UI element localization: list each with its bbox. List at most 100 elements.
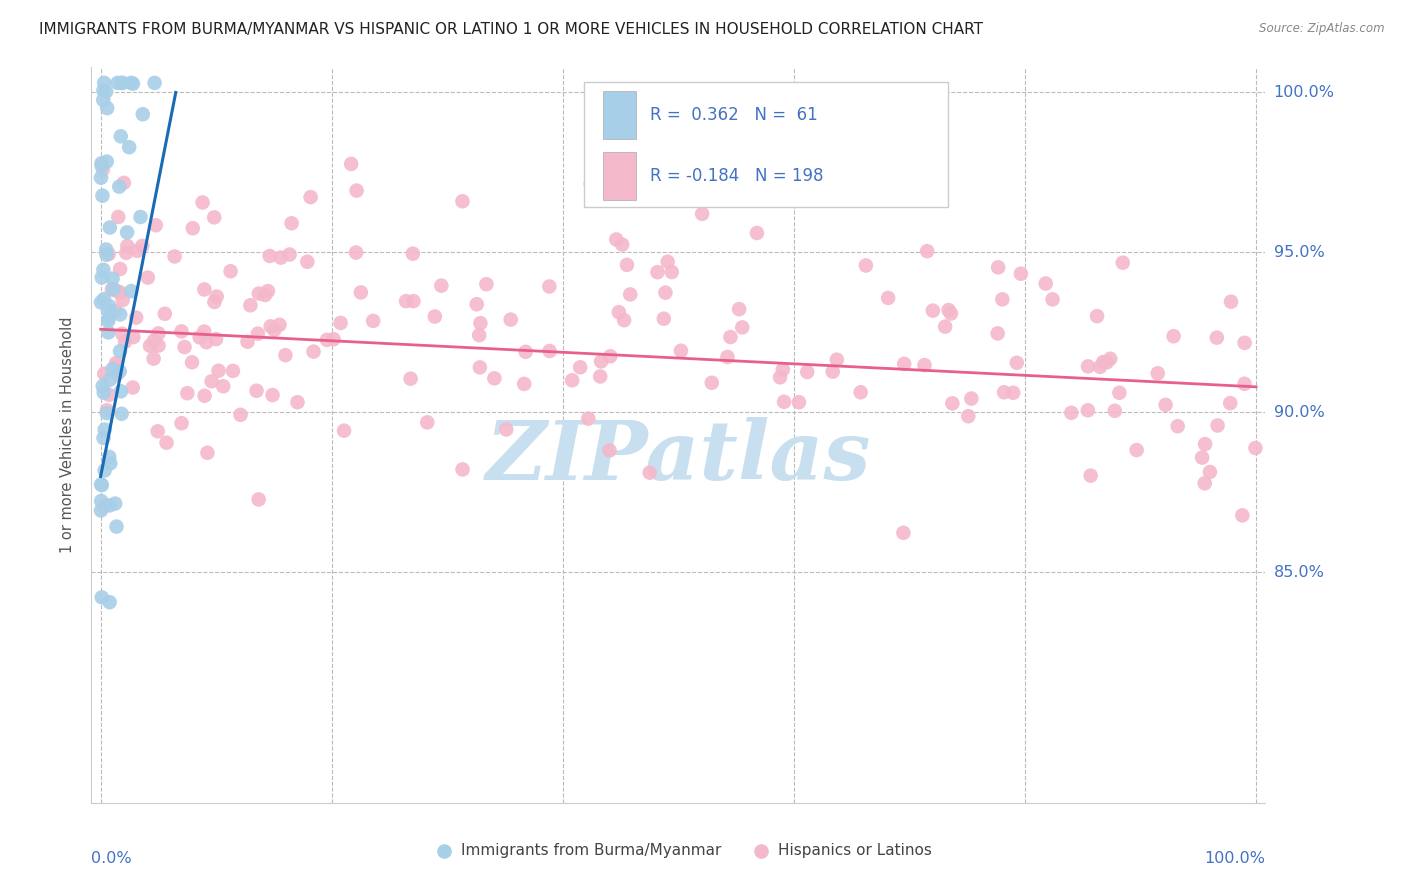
Point [849,385,872,400]
Point [101,282,124,296]
Point [395,294,418,309]
Point [430,278,453,293]
Y-axis label: 1 or more Vehicles in Household: 1 or more Vehicles in Household [60,317,76,553]
Point [127,244,149,258]
Point [772,362,794,376]
Point [484,371,506,385]
Point [148,338,170,352]
Point [270,251,292,265]
Text: 100.0%: 100.0% [1274,85,1334,100]
Point [619,287,641,301]
Point [115,226,138,240]
Text: 100.0%: 100.0% [1205,851,1265,865]
Point [108,344,131,359]
Point [90,270,112,285]
Point [299,190,322,204]
Text: 85.0%: 85.0% [1274,565,1324,580]
Point [451,194,474,209]
Point [90,478,112,492]
Point [475,277,498,292]
Point [302,344,325,359]
Point [111,76,134,90]
Point [90,477,112,491]
Point [561,373,583,387]
Point [796,365,818,379]
Point [1205,331,1227,345]
Point [93,367,115,381]
Point [107,210,129,224]
Point [143,334,166,348]
Point [212,379,235,393]
Point [108,179,131,194]
Point [1010,267,1032,281]
Point [745,226,768,240]
Point [188,330,211,344]
Point [921,303,943,318]
Point [111,293,134,307]
Point [1163,329,1185,343]
Point [173,340,195,354]
Text: 95.0%: 95.0% [1274,245,1324,260]
Point [114,334,136,349]
Point [661,265,683,279]
Point [93,385,115,400]
Point [117,239,139,253]
Point [236,334,259,349]
Point [108,364,131,378]
Point [110,384,132,399]
Point [316,333,339,347]
Point [254,288,277,302]
Point [91,188,114,202]
Point [610,237,633,252]
Point [131,239,153,253]
Point [350,285,373,300]
Point [219,264,242,278]
Point [1108,385,1130,400]
Point [91,379,114,393]
Point [1232,508,1254,523]
Point [1191,450,1213,465]
Point [1085,309,1108,323]
Point [1104,404,1126,418]
Point [90,159,112,173]
Point [122,330,145,344]
Point [716,350,738,364]
Point [720,330,742,344]
Point [247,286,270,301]
Point [205,289,228,303]
Point [402,246,425,260]
Text: 90.0%: 90.0% [1274,405,1324,420]
Point [938,303,960,318]
Point [1002,385,1025,400]
Point [960,392,983,406]
Point [1112,255,1135,269]
Point [787,395,810,409]
Point [143,76,166,90]
Point [202,295,225,310]
Point [1035,277,1057,291]
Point [991,293,1014,307]
Point [669,343,692,358]
Point [193,389,215,403]
Point [416,416,439,430]
Point [97,247,120,261]
Point [96,154,118,169]
Point [329,316,352,330]
Point [193,325,215,339]
Point [1099,351,1122,366]
Point [690,207,713,221]
Point [1220,294,1243,309]
Point [957,409,980,424]
Point [181,221,204,235]
Text: IMMIGRANTS FROM BURMA/MYANMAR VS HISPANIC OR LATINO 1 OR MORE VEHICLES IN HOUSEH: IMMIGRANTS FROM BURMA/MYANMAR VS HISPANI… [39,22,983,37]
Point [1146,367,1168,381]
Point [145,218,167,232]
Point [108,262,131,277]
Point [1199,465,1222,479]
Point [90,295,112,310]
Point [94,85,117,99]
Point [110,76,132,90]
Point [93,500,115,514]
Point [103,282,125,296]
Point [340,157,363,171]
